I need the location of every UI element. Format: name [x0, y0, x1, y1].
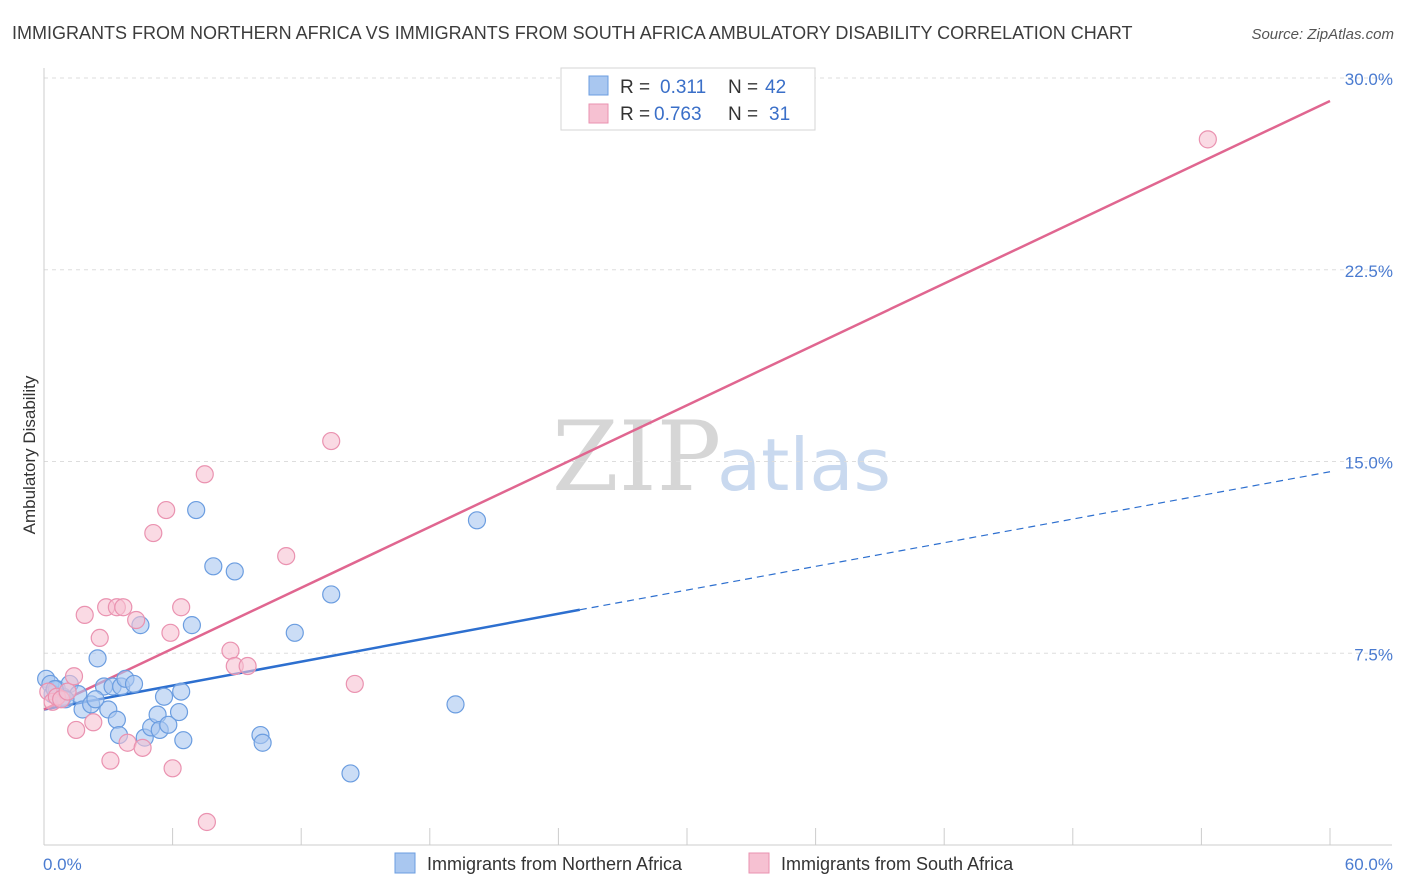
trendline-pink: [43, 99, 1331, 711]
legend-swatch-pink: [588, 103, 609, 124]
chart-title: IMMIGRANTS FROM NORTHERN AFRICA VS IMMIG…: [12, 23, 1132, 43]
point-pink-19: [161, 623, 180, 642]
point-pink-9: [90, 628, 109, 648]
point-pink-11: [101, 751, 120, 770]
trend-layer: [43, 99, 1331, 711]
point-pink-6: [67, 720, 86, 740]
x-tick-label-max: 60.0%: [1345, 855, 1393, 874]
bottom-legend-swatch-pink: [748, 852, 770, 874]
point-pink-28: [322, 431, 341, 451]
point-pink-16: [133, 738, 152, 757]
point-pink-23: [197, 812, 216, 832]
bottom-legend-swatch-blue: [394, 852, 416, 874]
watermark: ZIP atlas: [552, 401, 891, 513]
point-pink-5: [64, 667, 84, 686]
point-blue-17: [124, 674, 144, 694]
point-blue-35: [322, 585, 341, 604]
legend-n-value-2: 31: [769, 104, 790, 125]
points-layer: [37, 130, 1217, 832]
legend-n-label-2: N =: [728, 104, 758, 125]
point-pink-13: [114, 598, 133, 617]
point-blue-41: [86, 690, 105, 709]
bottom-legend-label-northern-africa: Immigrants from Northern Africa: [427, 854, 683, 874]
point-blue-38: [467, 511, 487, 530]
point-blue-28: [182, 616, 201, 635]
point-pink-15: [127, 610, 146, 630]
x-tick-label-min: 0.0%: [43, 855, 82, 874]
y-tick-label-1: 15.0%: [1345, 454, 1393, 473]
legend-r-label-1: R =: [620, 77, 650, 98]
legend-swatch-blue: [588, 75, 609, 96]
point-blue-34: [285, 623, 304, 642]
point-blue-23: [154, 687, 174, 706]
chart-source: Source: ZipAtlas.com: [1251, 26, 1394, 43]
legend-top: R = 0.311 N = 42 R = 0.763 N = 31: [560, 67, 816, 131]
point-pink-21: [172, 598, 191, 617]
point-blue-13: [107, 710, 126, 729]
point-pink-30: [1198, 130, 1217, 149]
y-tick-label-2: 22.5%: [1345, 262, 1393, 281]
point-blue-9: [88, 649, 107, 668]
legend-r-label-2: R =: [620, 104, 650, 125]
point-blue-29: [187, 500, 206, 520]
y-tick-label-0: 7.5%: [1354, 645, 1393, 664]
point-blue-25: [169, 702, 189, 722]
point-pink-4: [58, 682, 77, 701]
point-blue-24: [159, 715, 178, 734]
point-blue-30: [204, 557, 223, 576]
legend-r-value-1: 0.311: [660, 77, 706, 98]
axis-layer: 7.5% 15.0% 22.5% 30.0%: [43, 68, 1393, 846]
bottom-legend-label-south-africa: Immigrants from South Africa: [781, 854, 1014, 874]
point-blue-31: [225, 562, 244, 581]
point-pink-7: [75, 605, 94, 625]
legend-r-value-2: 0.763: [654, 104, 702, 125]
point-pink-17: [144, 523, 163, 543]
y-tick-label-3: 30.0%: [1345, 70, 1393, 89]
point-blue-33: [253, 733, 272, 752]
point-blue-36: [341, 764, 360, 783]
point-pink-20: [163, 759, 182, 778]
legend-n-value-1: 42: [765, 77, 786, 98]
point-pink-24: [221, 641, 240, 660]
point-pink-8: [84, 713, 103, 732]
point-pink-22: [195, 465, 214, 484]
point-blue-26: [172, 682, 191, 701]
grid-layer: [44, 77, 1392, 654]
point-pink-27: [277, 546, 296, 566]
point-blue-27: [174, 731, 193, 750]
legend-bottom: Immigrants from Northern Africa Immigran…: [394, 852, 1014, 874]
watermark-atlas: atlas: [717, 423, 891, 507]
legend-n-label-1: N =: [728, 77, 758, 98]
point-pink-18: [157, 500, 176, 520]
point-pink-26: [238, 656, 257, 676]
y-axis-label: Ambulatory Disability: [20, 375, 39, 534]
point-pink-29: [345, 674, 364, 694]
point-blue-37: [446, 695, 465, 714]
